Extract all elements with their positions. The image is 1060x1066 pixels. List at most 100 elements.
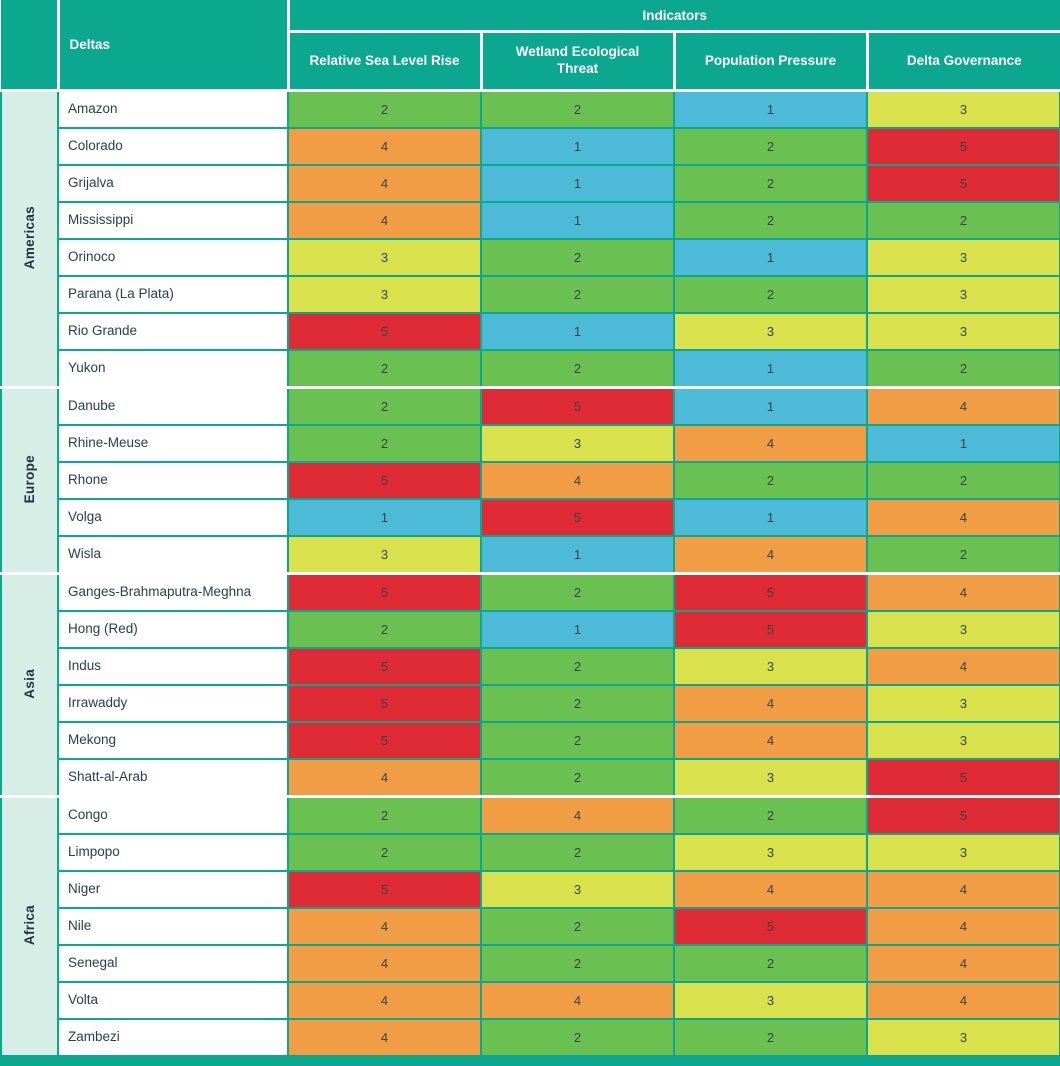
score-cell: 5 (287, 684, 482, 723)
score-cell: 1 (673, 498, 868, 537)
delta-name-cell: Mississippi (57, 201, 289, 240)
score-cell: 4 (673, 721, 868, 760)
score-cell: 3 (287, 275, 482, 314)
score-cell: 5 (480, 498, 675, 537)
score-cell: 4 (865, 647, 1060, 686)
score-cell: 2 (287, 833, 482, 872)
table-row: Hong (Red) 2 1 5 3 (1, 610, 1060, 649)
score-cell: 3 (865, 312, 1060, 351)
table-row: Rhone 5 4 2 2 (1, 461, 1060, 500)
score-cell: 1 (673, 238, 868, 277)
column-header-relative-sea-level-rise: Relative Sea Level Rise (288, 30, 483, 92)
score-cell: 3 (865, 833, 1060, 872)
region-section-africa: Africa Congo 2 4 2 5 Limpopo 2 2 3 3 Niger 5 3 4 4 Nile 4… (0, 795, 1060, 1057)
delta-name-cell: Rhone (57, 461, 289, 500)
delta-name-cell: Volga (57, 498, 289, 537)
score-cell: 3 (865, 275, 1060, 314)
score-cell: 1 (480, 127, 675, 166)
score-cell: 4 (865, 498, 1060, 537)
score-cell: 4 (865, 944, 1060, 983)
score-cell: 2 (673, 1018, 868, 1057)
score-cell: 2 (480, 944, 675, 983)
score-cell: 3 (673, 758, 868, 798)
table-row: Niger 5 3 4 4 (1, 870, 1060, 909)
delta-name-cell: Nile (57, 907, 289, 946)
deltas-column-header: Deltas (56, 0, 290, 92)
score-cell: 4 (480, 795, 675, 835)
score-cell: 5 (673, 610, 868, 649)
table-row: Asia Ganges-Brahmaputra-Meghna 5 2 5 4 (0, 572, 1060, 798)
table-row: Mekong 5 2 4 3 (1, 721, 1060, 760)
score-cell: 4 (865, 572, 1060, 612)
score-cell: 1 (673, 386, 868, 426)
score-cell: 4 (480, 461, 675, 500)
region-section-americas: Americas Amazon 2 2 1 3 Colorado 4 1 2 5 Grijalva 4 1… (0, 89, 1060, 389)
table-row: Indus 5 2 3 4 (1, 647, 1060, 686)
table-row: Grijalva 4 1 2 5 (1, 164, 1060, 203)
score-cell: 4 (673, 870, 868, 909)
table-row: Americas Amazon 2 2 1 3 (0, 89, 1060, 389)
score-cell: 4 (287, 127, 482, 166)
score-cell: 1 (480, 312, 675, 351)
table-row: Yukon 2 2 1 2 (1, 349, 1060, 389)
table-header: Deltas Indicators Relative Sea Level Ris… (1, 0, 1060, 92)
table-row: Parana (La Plata) 3 2 2 3 (1, 275, 1060, 314)
delta-name-cell: Indus (57, 647, 289, 686)
score-cell: 2 (480, 907, 675, 946)
delta-name-cell: Niger (57, 870, 289, 909)
region-label: Americas (22, 205, 37, 270)
score-cell: 5 (287, 461, 482, 500)
table-row: Nile 4 2 5 4 (1, 907, 1060, 946)
score-cell: 4 (287, 758, 482, 798)
delta-name-cell: Senegal (57, 944, 289, 983)
score-cell: 2 (287, 795, 482, 835)
score-cell: 1 (673, 349, 868, 389)
score-cell: 3 (673, 981, 868, 1020)
score-cell: 1 (673, 89, 868, 129)
score-cell: 1 (480, 201, 675, 240)
table-row: Senegal 4 2 2 4 (1, 944, 1060, 983)
score-cell: 2 (480, 721, 675, 760)
score-cell: 1 (865, 424, 1060, 463)
score-cell: 5 (287, 647, 482, 686)
score-cell: 2 (673, 795, 868, 835)
table-row: Europe Danube 2 5 1 4 (0, 386, 1060, 575)
score-cell: 2 (287, 89, 482, 129)
score-cell: 3 (673, 312, 868, 351)
table-row: Shatt-al-Arab 4 2 3 5 (1, 758, 1060, 798)
table-row: Volga 1 5 1 4 (1, 498, 1060, 537)
score-cell: 3 (673, 647, 868, 686)
score-cell: 3 (865, 684, 1060, 723)
indicators-group-header: Indicators (286, 0, 1060, 33)
region-label: Asia (22, 668, 37, 699)
score-cell: 4 (673, 535, 868, 575)
score-cell: 3 (287, 535, 482, 575)
score-cell: 2 (480, 1018, 675, 1057)
delta-name-cell: Volta (57, 981, 289, 1020)
score-cell: 1 (480, 164, 675, 203)
table-row: Africa Congo 2 4 2 5 (0, 795, 1060, 1057)
score-cell: 2 (480, 647, 675, 686)
column-header-wetland-ecological-threat: Wetland Ecological Threat (479, 30, 676, 92)
score-cell: 3 (865, 1018, 1060, 1057)
table-row: Volta 4 4 3 4 (1, 981, 1060, 1020)
score-cell: 2 (480, 833, 675, 872)
region-label: Africa (22, 904, 37, 946)
table-row: Rhine-Meuse 2 3 4 1 (1, 424, 1060, 463)
delta-name-cell: Parana (La Plata) (57, 275, 289, 314)
region-section-europe: Europe Danube 2 5 1 4 Rhine-Meuse 2 3 4 1 Rhone 5 4 2 2… (0, 386, 1060, 575)
score-cell: 4 (287, 164, 482, 203)
score-cell: 4 (287, 1018, 482, 1057)
table-row: Rio Grande 5 1 3 3 (1, 312, 1060, 351)
table-row: Irrawaddy 5 2 4 3 (1, 684, 1060, 723)
score-cell: 3 (673, 833, 868, 872)
delta-name-cell: Wisla (57, 535, 289, 575)
score-cell: 2 (287, 349, 482, 389)
score-cell: 4 (865, 907, 1060, 946)
score-cell: 4 (865, 981, 1060, 1020)
score-cell: 5 (865, 164, 1060, 203)
score-cell: 4 (480, 981, 675, 1020)
delta-name-cell: Limpopo (57, 833, 289, 872)
